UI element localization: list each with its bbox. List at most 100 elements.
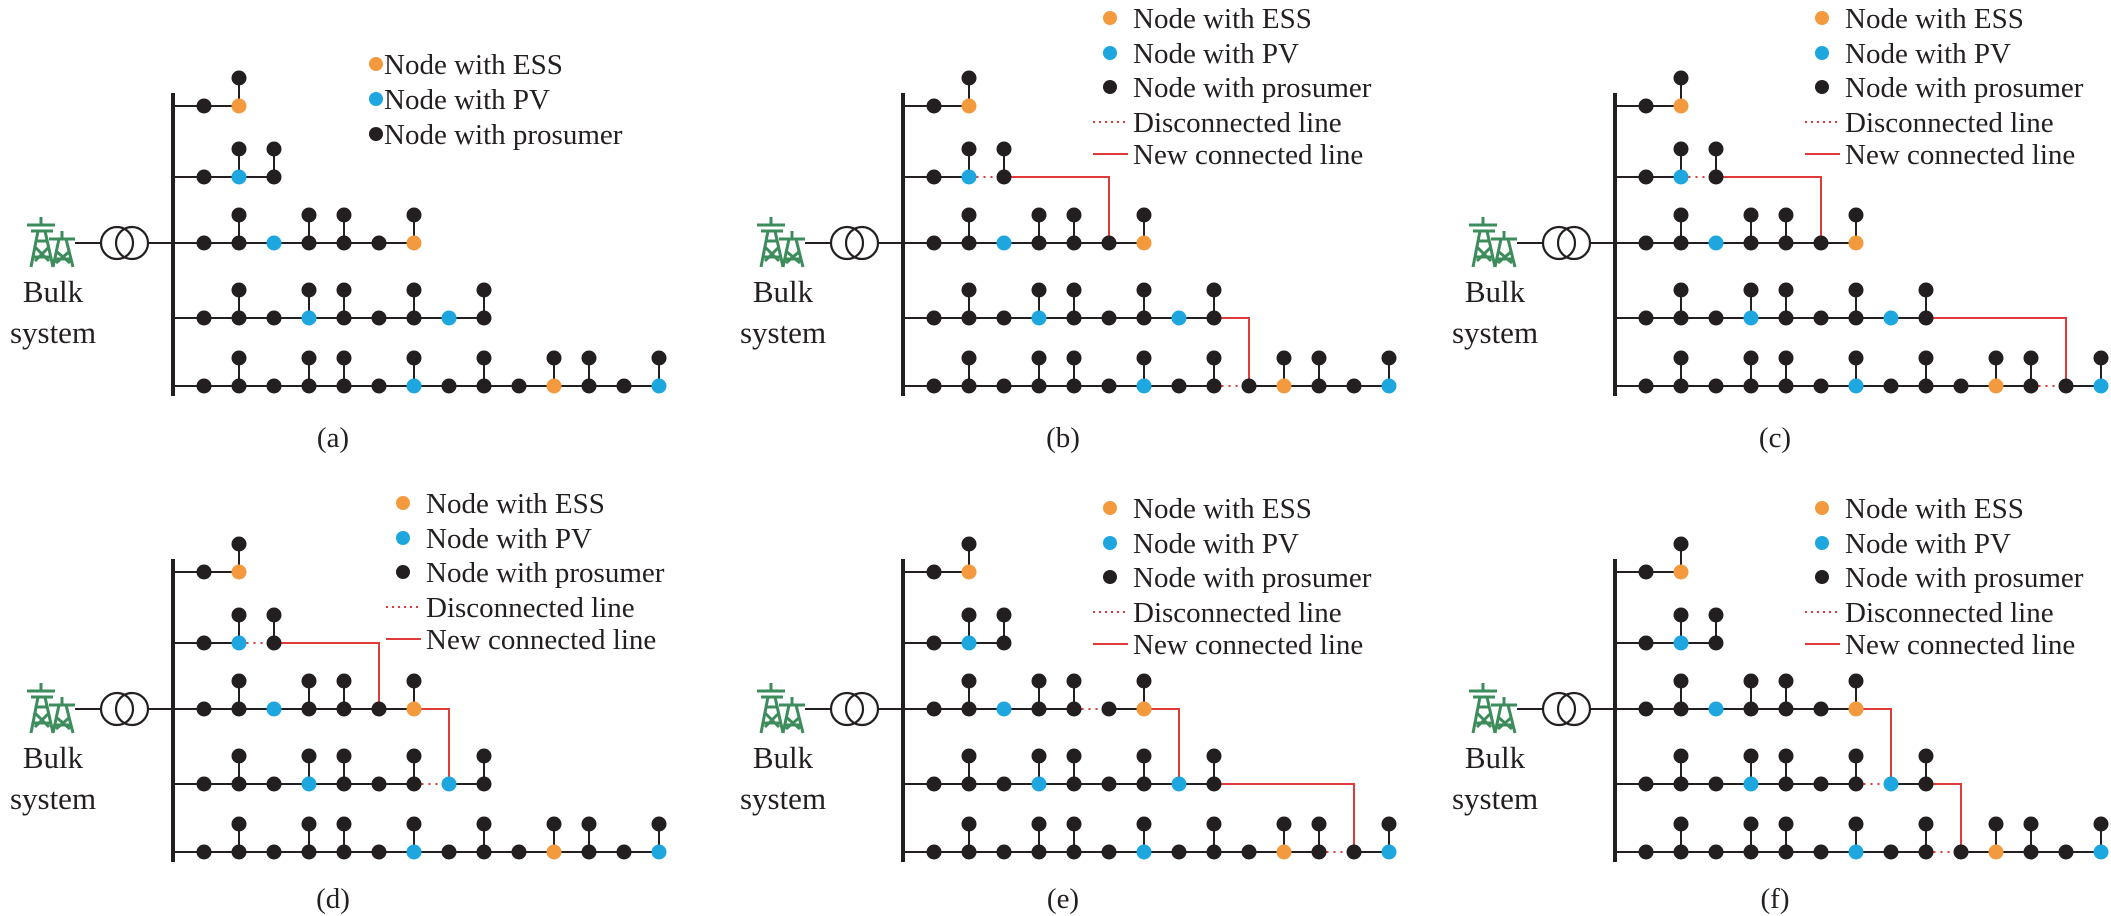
node-prosumer	[1848, 310, 1864, 326]
node-prosumer	[406, 282, 422, 298]
tower-shape	[1491, 231, 1517, 268]
node-pv	[1883, 776, 1899, 792]
transmission-tower-icon	[27, 683, 75, 734]
node-ess	[231, 98, 247, 114]
legend-pv-marker	[1815, 536, 1829, 550]
node-prosumer	[406, 310, 422, 326]
node-prosumer	[1101, 378, 1117, 394]
node-prosumer	[961, 816, 977, 832]
legend-pv-marker	[369, 92, 383, 106]
node-pv	[1171, 310, 1187, 326]
node-prosumer	[961, 701, 977, 717]
legend-pv-marker	[1103, 536, 1117, 550]
node-prosumer	[1778, 844, 1794, 860]
node-prosumer	[2058, 844, 2074, 860]
node-prosumer	[961, 141, 977, 157]
new-connected-line	[1214, 783, 1355, 852]
legend-ess-marker	[1103, 501, 1117, 515]
node-prosumer	[336, 844, 352, 860]
node-prosumer	[651, 350, 667, 366]
panel-caption: (d)	[316, 883, 350, 915]
node-pv	[231, 635, 247, 651]
node-prosumer	[511, 378, 527, 394]
node-prosumer	[1066, 207, 1082, 223]
node-prosumer	[1848, 673, 1864, 689]
node-prosumer	[196, 310, 212, 326]
node-prosumer	[1066, 748, 1082, 764]
node-prosumer	[1276, 816, 1292, 832]
node-prosumer	[1101, 701, 1117, 717]
node-prosumer	[961, 673, 977, 689]
node-prosumer	[1638, 701, 1654, 717]
node-prosumer	[1031, 816, 1047, 832]
node-prosumer	[231, 816, 247, 832]
node-prosumer	[1066, 282, 1082, 298]
node-ess	[1988, 844, 2004, 860]
node-prosumer	[1778, 816, 1794, 832]
node-prosumer	[231, 70, 247, 86]
node-prosumer	[1066, 673, 1082, 689]
node-prosumer	[1031, 350, 1047, 366]
node-prosumer	[1743, 673, 1759, 689]
node-prosumer	[1031, 235, 1047, 251]
node-prosumer	[1241, 844, 1257, 860]
node-prosumer	[1136, 816, 1152, 832]
transmission-tower-icon	[757, 683, 805, 734]
node-prosumer	[996, 776, 1012, 792]
node-prosumer	[196, 844, 212, 860]
feeder-2	[173, 615, 275, 644]
node-prosumer	[1638, 564, 1654, 580]
panel-caption: (e)	[1047, 883, 1079, 915]
transformer-icon	[829, 225, 865, 261]
feeder-4	[903, 756, 1215, 785]
node-pv	[651, 844, 667, 860]
node-prosumer	[371, 378, 387, 394]
node-prosumer	[1031, 701, 1047, 717]
node-pv	[301, 776, 317, 792]
node-pv	[406, 378, 422, 394]
node-prosumer	[581, 350, 597, 366]
node-prosumer	[1778, 776, 1794, 792]
node-prosumer	[926, 844, 942, 860]
node-prosumer	[1311, 816, 1327, 832]
node-prosumer	[961, 844, 977, 860]
node-prosumer	[231, 673, 247, 689]
node-prosumer	[406, 673, 422, 689]
node-pv	[961, 169, 977, 185]
node-prosumer	[996, 844, 1012, 860]
node-prosumer	[336, 673, 352, 689]
node-pv	[1673, 169, 1689, 185]
node-prosumer	[1638, 378, 1654, 394]
legend-pv-marker	[1815, 46, 1829, 60]
bulk-system-label: Bulk	[753, 740, 814, 775]
node-prosumer	[1066, 701, 1082, 717]
node-ess	[1848, 701, 1864, 717]
node-prosumer	[301, 816, 317, 832]
node-ess	[1673, 564, 1689, 580]
node-prosumer	[371, 310, 387, 326]
node-pv	[441, 776, 457, 792]
node-prosumer	[1673, 310, 1689, 326]
node-prosumer	[926, 310, 942, 326]
node-prosumer	[1066, 844, 1082, 860]
node-prosumer	[996, 310, 1012, 326]
feeder-2	[903, 149, 1005, 178]
node-prosumer	[406, 816, 422, 832]
tower-shape	[27, 217, 55, 268]
new-connected-line	[1856, 708, 1892, 784]
node-prosumer	[266, 607, 282, 623]
node-prosumer	[1883, 378, 1899, 394]
node-prosumer	[2023, 816, 2039, 832]
node-prosumer	[1206, 310, 1222, 326]
node-prosumer	[231, 141, 247, 157]
node-prosumer	[231, 310, 247, 326]
feeder-4	[903, 290, 1215, 319]
bulk-system-label: system	[1452, 315, 1538, 350]
node-pv	[1136, 844, 1152, 860]
